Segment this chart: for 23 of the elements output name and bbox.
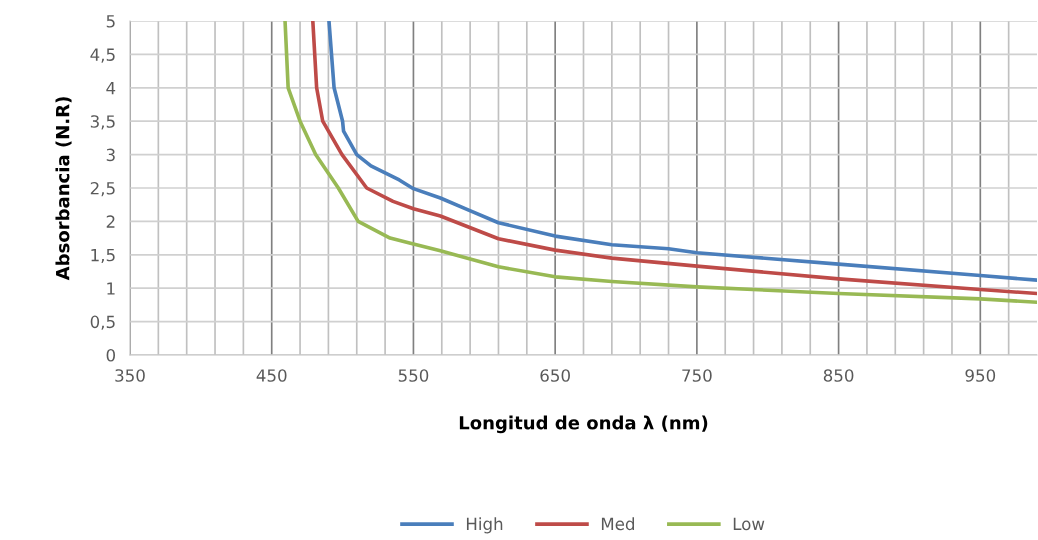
y-tick-label: 2 <box>106 215 115 228</box>
y-tick-label: 4,5 <box>90 48 115 63</box>
y-tick-label: 1 <box>107 282 115 295</box>
y-tick-label: 4 <box>106 81 116 95</box>
y-tick-label: 3 <box>106 148 115 162</box>
x-tick-label: 950 <box>965 369 996 382</box>
y-tick-label: 5 <box>106 15 115 28</box>
y-tick-label: 2,5 <box>90 181 115 197</box>
legend-label: Med <box>601 517 634 531</box>
legend-label: High <box>466 517 503 534</box>
x-tick-label: 750 <box>682 369 712 382</box>
y-axis-title: Absorbancia (N.R) <box>55 97 72 281</box>
y-tick-label: 3,5 <box>90 115 115 130</box>
x-tick-label: 650 <box>540 369 570 382</box>
y-tick-label: 0,5 <box>90 315 115 330</box>
y-tick-label: 0 <box>106 348 115 362</box>
x-tick-label: 450 <box>256 369 287 382</box>
x-tick-label: 550 <box>398 369 429 382</box>
x-axis-title: Longitud de onda λ (nm) <box>459 415 708 434</box>
x-tick-label: 850 <box>823 369 854 382</box>
x-tick-label: 350 <box>115 369 145 382</box>
legend-label: Low <box>733 517 765 531</box>
y-tick-label: 1,5 <box>91 248 115 264</box>
